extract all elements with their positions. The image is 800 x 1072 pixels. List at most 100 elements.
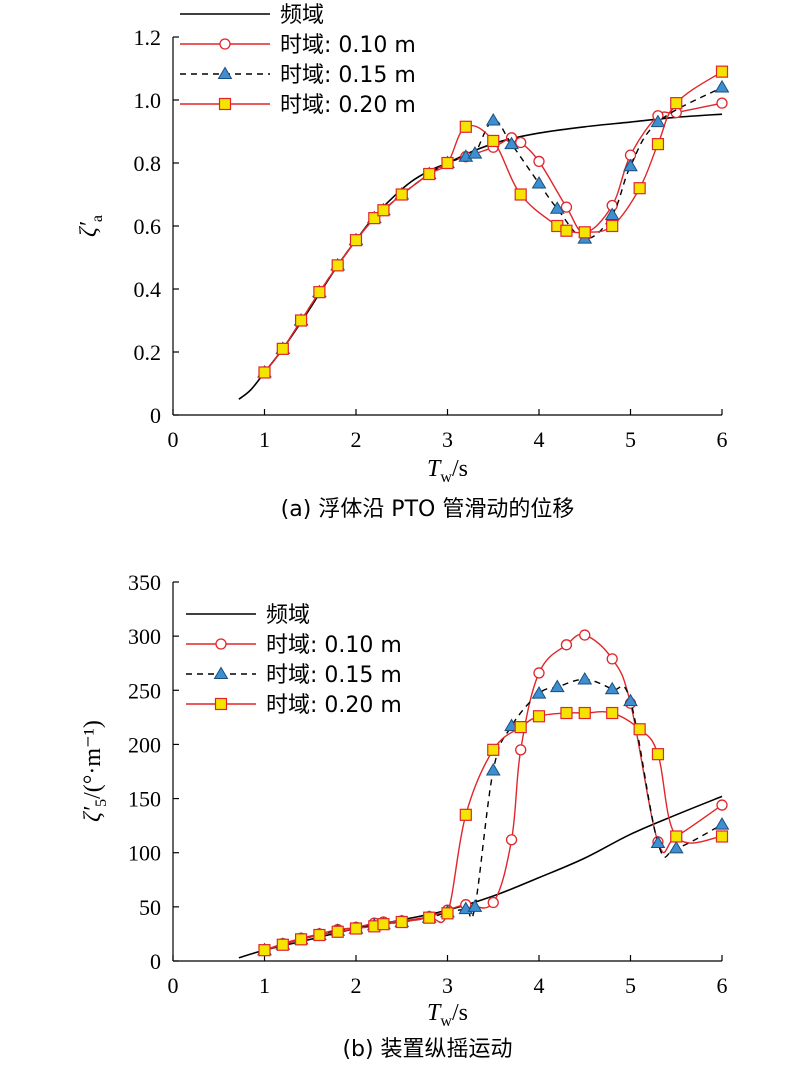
legend-label: 时域: 0.20 m [266,693,402,718]
x-tick-label: 3 [442,973,453,998]
data-point-marker [295,933,308,946]
data-point-marker [633,723,646,736]
y-tick-label: 0.2 [134,340,162,365]
data-point-marker [487,134,500,148]
y-tick-label: 0 [150,949,161,974]
data-point-marker [716,799,728,811]
y-axis-label: ζ′a [76,215,106,237]
data-point-marker [606,653,618,665]
legend-marker [217,66,233,80]
x-tick-label: 4 [534,973,545,998]
data-point-marker [531,686,547,699]
data-point-marker [715,65,729,78]
data-point-marker [504,136,519,150]
data-point-marker [377,204,390,217]
data-point-marker [423,911,436,924]
data-point-marker [549,201,565,214]
data-point-marker [459,808,472,821]
series-line-3 [264,711,723,951]
data-point-marker [604,681,620,695]
data-point-marker [467,899,483,912]
y-tick-label: 0.6 [134,214,162,239]
data-point-marker [606,219,619,233]
x-tick-label: 0 [168,427,179,452]
x-tick-label: 1 [259,427,270,452]
data-point-marker [515,744,527,756]
data-point-marker [651,748,665,761]
y-tick-label: 50 [139,895,161,920]
data-point-marker [377,918,390,931]
x-tick-label: 6 [717,427,728,452]
series-line-0 [238,795,723,959]
series-line-3 [263,71,723,373]
data-point-marker [349,234,363,247]
data-point-marker [313,286,326,299]
data-point-marker [467,146,483,159]
figure-caption: (b) 装置纵摇运动 [342,1037,512,1062]
data-point-marker [716,97,728,109]
y-tick-label: 0.8 [134,151,162,176]
data-point-marker [650,835,666,849]
data-point-marker [514,188,527,201]
y-tick-label: 300 [128,624,161,649]
data-point-marker [514,721,527,734]
data-point-marker [670,830,683,843]
series-line-2 [264,678,723,951]
data-point-marker [533,667,545,679]
data-point-marker [441,156,454,170]
data-point-marker [331,925,344,938]
data-point-marker [668,840,684,854]
legend-label: 时域: 0.10 m [280,33,416,58]
data-point-marker [258,944,271,957]
data-point-marker [623,693,638,707]
y-tick-label: 200 [128,732,161,757]
legend-label: 时域: 0.10 m [266,633,402,658]
data-point-marker [650,114,666,128]
legend-label: 频域 [280,3,324,28]
y-axis-label: ζ′5/(°·m⁻¹) [80,720,110,822]
data-point-marker [549,679,565,693]
data-point-marker [258,366,271,379]
data-point-marker [633,182,646,195]
data-point-marker [276,342,289,355]
data-point-marker [579,629,591,641]
legend-marker [218,97,232,111]
legend-marker [214,697,228,711]
legend-marker [213,666,229,680]
data-point-marker [349,922,363,935]
data-point-marker [560,201,573,213]
data-point-marker [714,79,730,93]
x-tick-label: 5 [625,973,636,998]
figure-caption: (a) 浮体沿 PTO 管滑动的位移 [281,497,575,522]
y-tick-label: 150 [128,787,161,812]
x-tick-label: 1 [259,973,270,998]
data-point-marker [714,817,730,830]
data-point-marker [276,938,289,951]
y-tick-label: 1.2 [134,25,162,50]
data-point-marker [331,259,344,272]
data-point-marker [560,224,573,237]
data-point-marker [578,706,591,720]
data-point-marker [487,896,499,909]
x-axis-label: Tw/s [427,1000,468,1030]
x-tick-label: 6 [717,973,728,998]
x-tick-label: 2 [351,973,362,998]
data-point-marker [604,207,620,221]
legend-label: 时域: 0.20 m [280,93,416,118]
data-point-marker [485,112,501,126]
y-tick-label: 100 [128,841,161,866]
legend-marker [215,638,227,650]
x-tick-label: 3 [442,427,453,452]
data-point-marker [531,175,547,189]
x-axis-label: Tw/s [427,456,468,486]
legend-label: 频域 [266,603,310,628]
data-point-marker [441,907,454,920]
series-line-2 [263,86,723,373]
y-tick-label: 350 [128,570,161,595]
data-point-marker [505,834,518,846]
data-point-marker [423,167,436,181]
data-point-marker [560,639,573,651]
